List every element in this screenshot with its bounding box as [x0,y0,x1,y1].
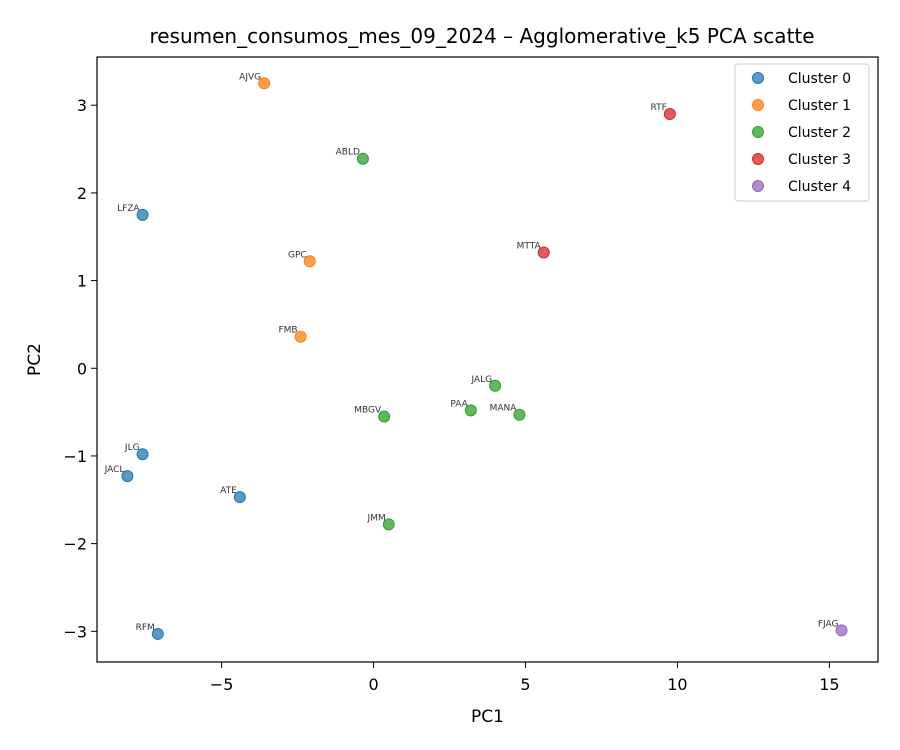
data-point [464,404,477,417]
series-cluster-2: ABLD JALG PAA MANA MBGV JMM [336,148,526,531]
y-tick-label: −2 [63,535,87,554]
point-label: ATE [220,486,237,496]
point-label: GPC [288,250,307,260]
point-label: JALG [470,375,492,385]
series-cluster-0: LFZA JLG JACL ATE RFM [104,204,246,640]
data-point [121,470,134,483]
point-label: MBGV [354,405,382,415]
x-tick-label: 5 [520,675,530,694]
point-label: RTF [651,103,667,113]
legend-entry: Cluster 3 [788,152,851,168]
data-point [136,208,149,221]
series-cluster-1: AJVG GPC FMB [239,72,316,343]
x-tick-label: −5 [210,675,234,694]
y-tick-label: 1 [77,272,87,291]
point-label: JACL [104,465,125,475]
data-point [489,379,502,392]
data-point [136,448,149,461]
legend-entry: Cluster 2 [788,125,851,141]
point-label: JMM [367,513,386,523]
data-point [835,624,848,637]
point-label: FJAG [818,619,839,629]
x-tick-label: 0 [368,675,378,694]
data-point [378,410,391,423]
plot-frame [96,56,879,663]
legend-entry: Cluster 0 [788,71,851,87]
x-tick-label: 10 [667,675,687,694]
legend-entry: Cluster 1 [788,98,851,114]
legend-marker [752,180,764,192]
data-point [151,627,164,640]
data-point [382,518,395,531]
data-point [537,246,550,259]
axis-ticks: −5 0 5 10 15 −3 −2 −1 0 1 2 3 [63,96,839,694]
legend-entry: Cluster 4 [788,179,851,195]
y-axis-label: PC2 [25,343,45,376]
legend-marker [752,72,764,84]
point-label: LFZA [117,204,140,214]
y-tick-label: −1 [63,447,87,466]
point-label: PAA [450,399,468,409]
y-tick-label: 0 [77,359,87,378]
data-point [303,255,316,268]
y-tick-label: 2 [77,184,87,203]
data-point [294,330,307,343]
data-point [513,408,526,421]
series-cluster-4: FJAG [818,619,848,637]
point-label: AJVG [239,72,261,82]
point-label: JLG [124,443,140,453]
point-label: RFM [136,623,155,633]
data-point [663,107,676,120]
point-label: MANA [490,404,518,414]
data-point [356,152,369,165]
x-tick-label: 15 [819,675,839,694]
legend-marker [752,99,764,111]
data-point [258,77,271,90]
data-point [233,491,246,504]
point-label: MTTA [517,242,542,252]
series-cluster-3: RTF MTTA [517,103,676,259]
data-points: LFZA JLG JACL ATE RFM AJVG GPC FMB ABLD JALG PAA MA… [104,72,848,640]
legend-marker [752,126,764,138]
y-tick-label: 3 [77,96,87,115]
x-axis-label: PC1 [471,707,504,727]
point-label: FMB [278,326,297,336]
legend-box [734,63,870,202]
point-label: ABLD [336,148,360,158]
y-tick-label: −3 [63,622,87,641]
legend-marker [752,153,764,165]
chart-title: resumen_consumos_mes_09_2024 – Agglomera… [149,24,814,48]
legend: Cluster 0 Cluster 1 Cluster 2 Cluster 3 Clus… [734,63,870,202]
